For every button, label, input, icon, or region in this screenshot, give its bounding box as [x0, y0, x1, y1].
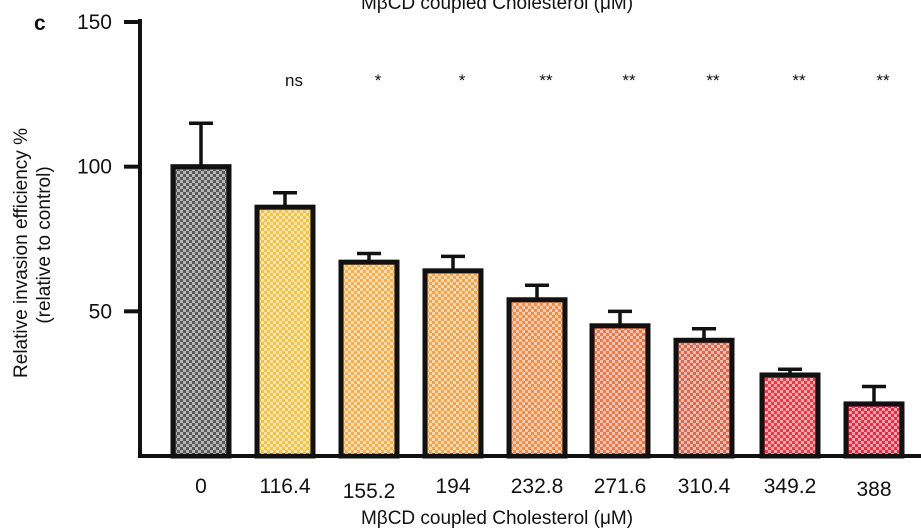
significance-label: **: [706, 71, 720, 90]
y-tick-label: 100: [77, 156, 112, 179]
x-tick-label: 0: [195, 475, 207, 498]
bar-pattern: [595, 328, 645, 454]
panel-label: c: [34, 12, 46, 35]
significance-label: **: [876, 71, 890, 90]
x-tick-label: 194: [435, 475, 470, 498]
significance-label: ns: [285, 71, 303, 90]
y-axis-label-sub: (relative to control): [34, 166, 55, 323]
y-tick-label: 150: [77, 11, 112, 34]
bar-pattern: [260, 210, 310, 454]
plot-area: 50 100 150 0 116.4 ns 155.2 * 194 * 232.8 ** 271.6 **…: [77, 11, 905, 503]
x-tick-label: 349.2: [764, 475, 817, 498]
bar-pattern: [512, 302, 562, 454]
x-tick-label: 388: [856, 478, 891, 501]
x-tick-label: 232.8: [511, 475, 564, 498]
x-tick-label: 116.4: [260, 475, 311, 498]
significance-label: *: [375, 71, 382, 90]
significance-label: **: [539, 71, 553, 90]
bar-pattern: [765, 377, 815, 454]
significance-label: **: [622, 71, 636, 90]
bar-pattern: [176, 169, 226, 454]
y-axis-label: Relative invasion efficiency %: [11, 128, 32, 378]
x-tick-label: 310.4: [678, 475, 731, 498]
bar-pattern: [679, 343, 729, 454]
x-tick-label: 155.2: [343, 480, 396, 503]
y-tick-label: 50: [89, 300, 112, 323]
significance-label: **: [792, 71, 806, 90]
significance-label: *: [459, 71, 466, 90]
bar-pattern: [344, 265, 394, 454]
bar-pattern: [849, 406, 899, 454]
x-tick-label: 271.6: [594, 475, 647, 498]
bar-pattern: [428, 273, 478, 454]
x-axis-label: MβCD coupled Cholesterol (μM): [361, 508, 633, 529]
chart-title: MβCD coupled Cholesterol (μM): [361, 0, 633, 14]
